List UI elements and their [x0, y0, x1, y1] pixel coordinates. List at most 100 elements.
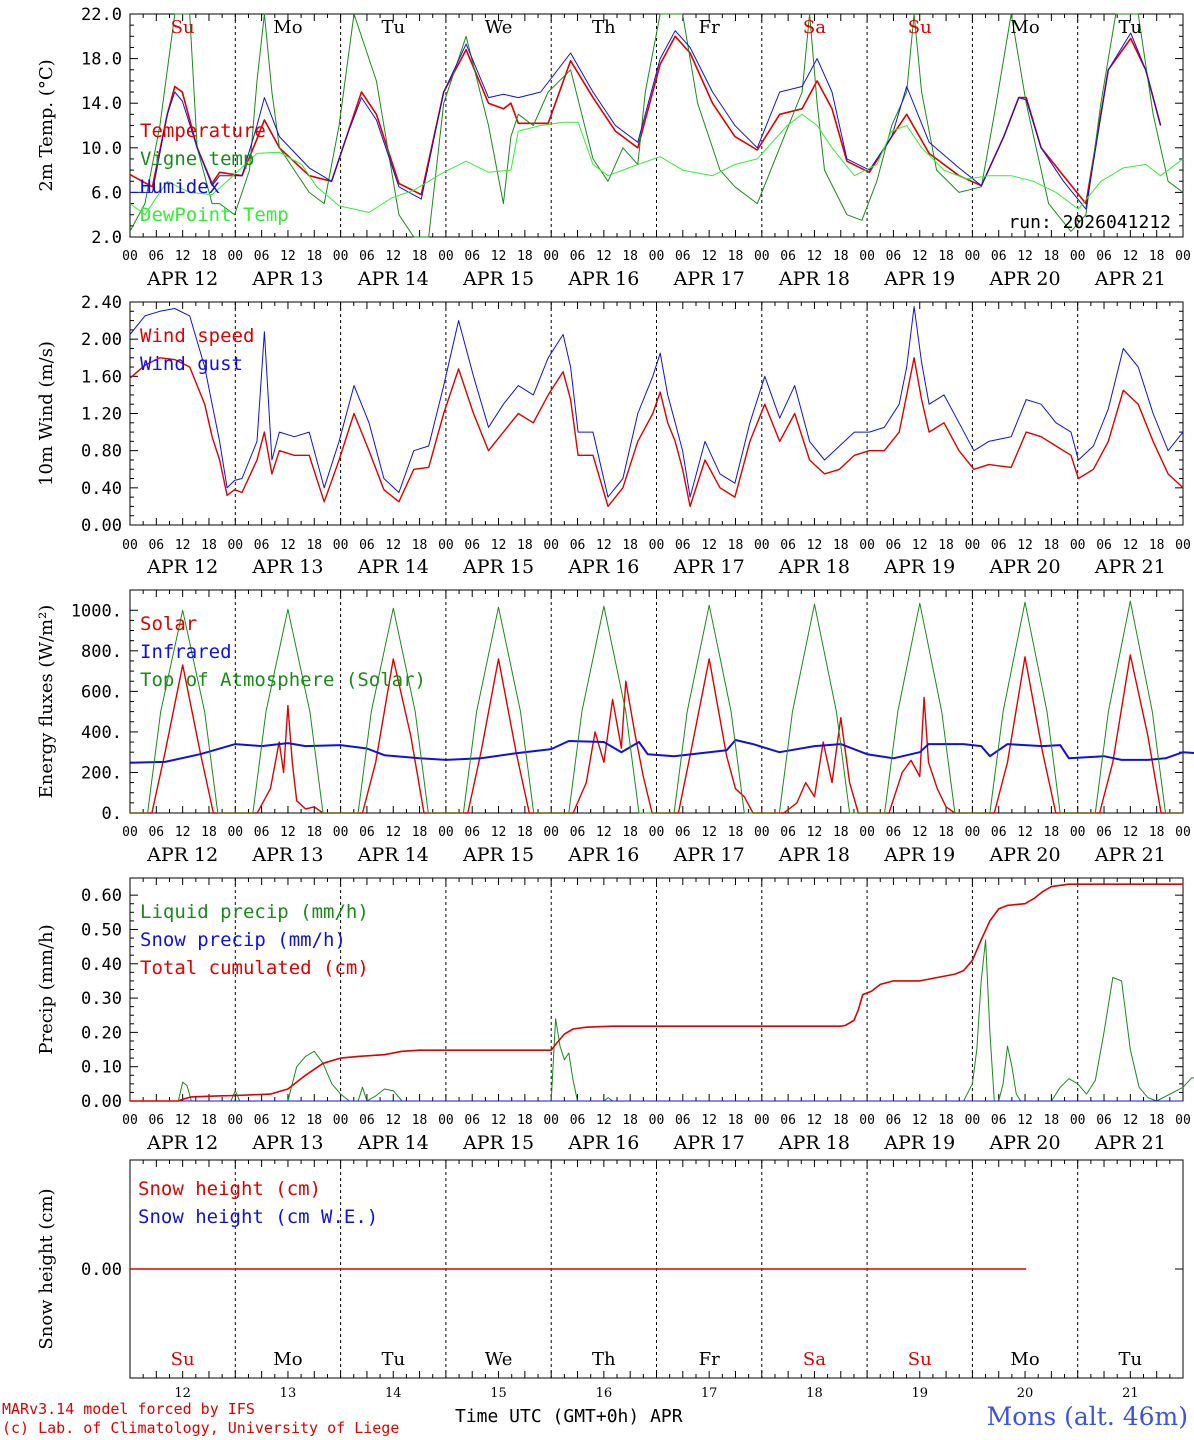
hour-tick-label: 12	[1017, 825, 1033, 840]
hour-tick-label: 06	[780, 538, 796, 553]
date-label: APR 16	[567, 268, 639, 290]
hour-tick-label: 12	[385, 538, 401, 553]
weekday-label-top: Su	[171, 17, 195, 38]
hour-tick-label: 18	[412, 538, 428, 553]
hour-tick-label: 00	[333, 249, 349, 264]
date-label: APR 12	[146, 268, 218, 290]
hour-tick-label: 18	[833, 1113, 849, 1128]
hour-tick-label: 18	[517, 249, 533, 264]
hour-tick-label: 12	[596, 825, 612, 840]
hour-tick-label: 12	[596, 249, 612, 264]
hour-tick-label: 12	[491, 1113, 507, 1128]
hour-tick-label: 00	[1175, 249, 1191, 264]
hour-tick-label: 12	[912, 825, 928, 840]
model-credit: MARv3.14 model forced by IFS	[2, 1400, 255, 1418]
date-label: APR 21	[1094, 556, 1166, 578]
legend-entry: Wind speed	[140, 325, 254, 347]
hour-tick-label: 18	[833, 825, 849, 840]
hour-tick-label: 06	[148, 538, 164, 553]
hour-tick-label: 12	[807, 538, 823, 553]
weekday-label-bottom: Su	[908, 1349, 932, 1370]
hour-tick-label: 06	[570, 825, 586, 840]
y-tick-label: 1.60	[81, 367, 122, 387]
day-number: 16	[596, 1386, 613, 1401]
hour-tick-label: 18	[622, 825, 638, 840]
hour-tick-label: 18	[622, 1113, 638, 1128]
date-label: APR 18	[778, 844, 850, 866]
date-label: APR 21	[1094, 1132, 1166, 1154]
station-name: Mons (alt. 46m)	[986, 1402, 1188, 1431]
hour-tick-label: 18	[938, 538, 954, 553]
hour-tick-label: 06	[254, 249, 270, 264]
hour-tick-label: 18	[938, 249, 954, 264]
y-axis-label: Energy fluxes (W/m²)	[36, 605, 57, 799]
lab-credit: (c) Lab. of Climatology, University of L…	[2, 1419, 400, 1437]
date-label: APR 14	[357, 1132, 429, 1154]
y-tick-label: 0.40	[81, 479, 122, 499]
hour-tick-label: 06	[464, 825, 480, 840]
legend-entry: Infrared	[140, 641, 232, 663]
hour-tick-label: 00	[438, 538, 454, 553]
hour-tick-label: 00	[438, 249, 454, 264]
y-axis-label: Precip (mm/h)	[36, 924, 57, 1054]
hour-tick-label: 00	[754, 1113, 770, 1128]
hour-tick-label: 12	[1123, 1113, 1139, 1128]
date-label: APR 19	[883, 556, 955, 578]
legend-entry: Snow precip (mm/h)	[140, 929, 346, 951]
hour-tick-label: 12	[175, 538, 191, 553]
y-tick-label: 1000.	[71, 601, 122, 621]
legend-entry: Solar	[140, 613, 197, 635]
hour-tick-label: 12	[1123, 249, 1139, 264]
hour-tick-label: 06	[148, 249, 164, 264]
hour-tick-label: 06	[886, 1113, 902, 1128]
hour-tick-label: 00	[333, 538, 349, 553]
hour-tick-label: 18	[1044, 538, 1060, 553]
hour-tick-label: 00	[1070, 825, 1086, 840]
date-label: APR 20	[989, 556, 1061, 578]
hour-tick-label: 12	[491, 249, 507, 264]
hour-tick-label: 00	[649, 249, 665, 264]
hour-tick-label: 00	[859, 538, 875, 553]
hour-tick-label: 12	[175, 1113, 191, 1128]
hour-tick-label: 06	[675, 249, 691, 264]
series-line-infrared	[129, 739, 1194, 764]
y-tick-label: 600.	[81, 682, 122, 702]
hour-tick-label: 18	[1149, 538, 1165, 553]
date-label: APR 12	[146, 844, 218, 866]
weekday-label-bottom: We	[485, 1349, 513, 1370]
hour-tick-label: 00	[649, 1113, 665, 1128]
hour-tick-label: 12	[1123, 538, 1139, 553]
y-tick-label: 200.	[81, 763, 122, 783]
hour-tick-label: 00	[859, 825, 875, 840]
hour-tick-label: 12	[701, 249, 717, 264]
date-label: APR 14	[357, 556, 429, 578]
hour-tick-label: 06	[359, 249, 375, 264]
series-line-temperature	[129, 35, 1162, 205]
y-tick-label: 800.	[81, 642, 122, 662]
y-tick-label: 18.0	[81, 50, 122, 70]
weekday-label-top: Mo	[273, 17, 302, 38]
hour-tick-label: 12	[280, 1113, 296, 1128]
hour-tick-label: 18	[728, 825, 744, 840]
y-tick-label: 0.50	[81, 920, 122, 940]
hour-tick-label: 00	[859, 1113, 875, 1128]
hour-tick-label: 18	[201, 249, 217, 264]
day-number: 12	[174, 1386, 191, 1401]
hour-tick-label: 18	[1044, 249, 1060, 264]
weekday-label-bottom: Fr	[699, 1349, 720, 1370]
y-tick-label: 22.0	[81, 5, 122, 25]
hour-tick-label: 06	[675, 538, 691, 553]
hour-tick-label: 06	[991, 249, 1007, 264]
plot-frame	[129, 301, 1184, 526]
hour-tick-label: 00	[754, 249, 770, 264]
y-tick-label: 10.0	[81, 139, 122, 159]
hour-tick-label: 00	[965, 538, 981, 553]
hour-tick-label: 18	[517, 1113, 533, 1128]
weekday-label-bottom: Tu	[1119, 1349, 1143, 1370]
hour-tick-label: 12	[701, 825, 717, 840]
hour-tick-label: 12	[807, 1113, 823, 1128]
day-number: 18	[806, 1386, 823, 1401]
date-label: APR 18	[778, 556, 850, 578]
date-label: APR 14	[357, 844, 429, 866]
hour-tick-label: 18	[1149, 825, 1165, 840]
